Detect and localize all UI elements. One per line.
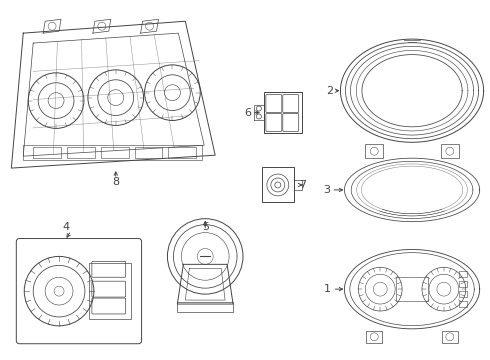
Text: 7: 7: [299, 180, 306, 190]
Text: 4: 4: [62, 222, 70, 231]
Bar: [459, 291, 467, 297]
Bar: [169, 147, 196, 158]
Bar: [67, 147, 95, 158]
Bar: [442, 331, 458, 343]
Bar: [89, 264, 131, 319]
Text: 6: 6: [245, 108, 251, 117]
Bar: [459, 301, 467, 307]
Text: 1: 1: [324, 284, 331, 294]
Bar: [459, 271, 467, 277]
Bar: [262, 167, 294, 202]
Bar: [264, 92, 302, 133]
Bar: [459, 281, 467, 287]
Text: 5: 5: [202, 222, 209, 231]
Text: 3: 3: [323, 185, 330, 195]
Bar: [294, 180, 302, 190]
Bar: [441, 144, 459, 158]
Text: 8: 8: [112, 177, 119, 187]
Text: 2: 2: [326, 86, 333, 96]
Bar: [177, 302, 233, 312]
Bar: [367, 331, 382, 343]
Bar: [135, 147, 163, 158]
Bar: [366, 144, 383, 158]
Bar: [33, 147, 61, 158]
Bar: [101, 147, 129, 158]
